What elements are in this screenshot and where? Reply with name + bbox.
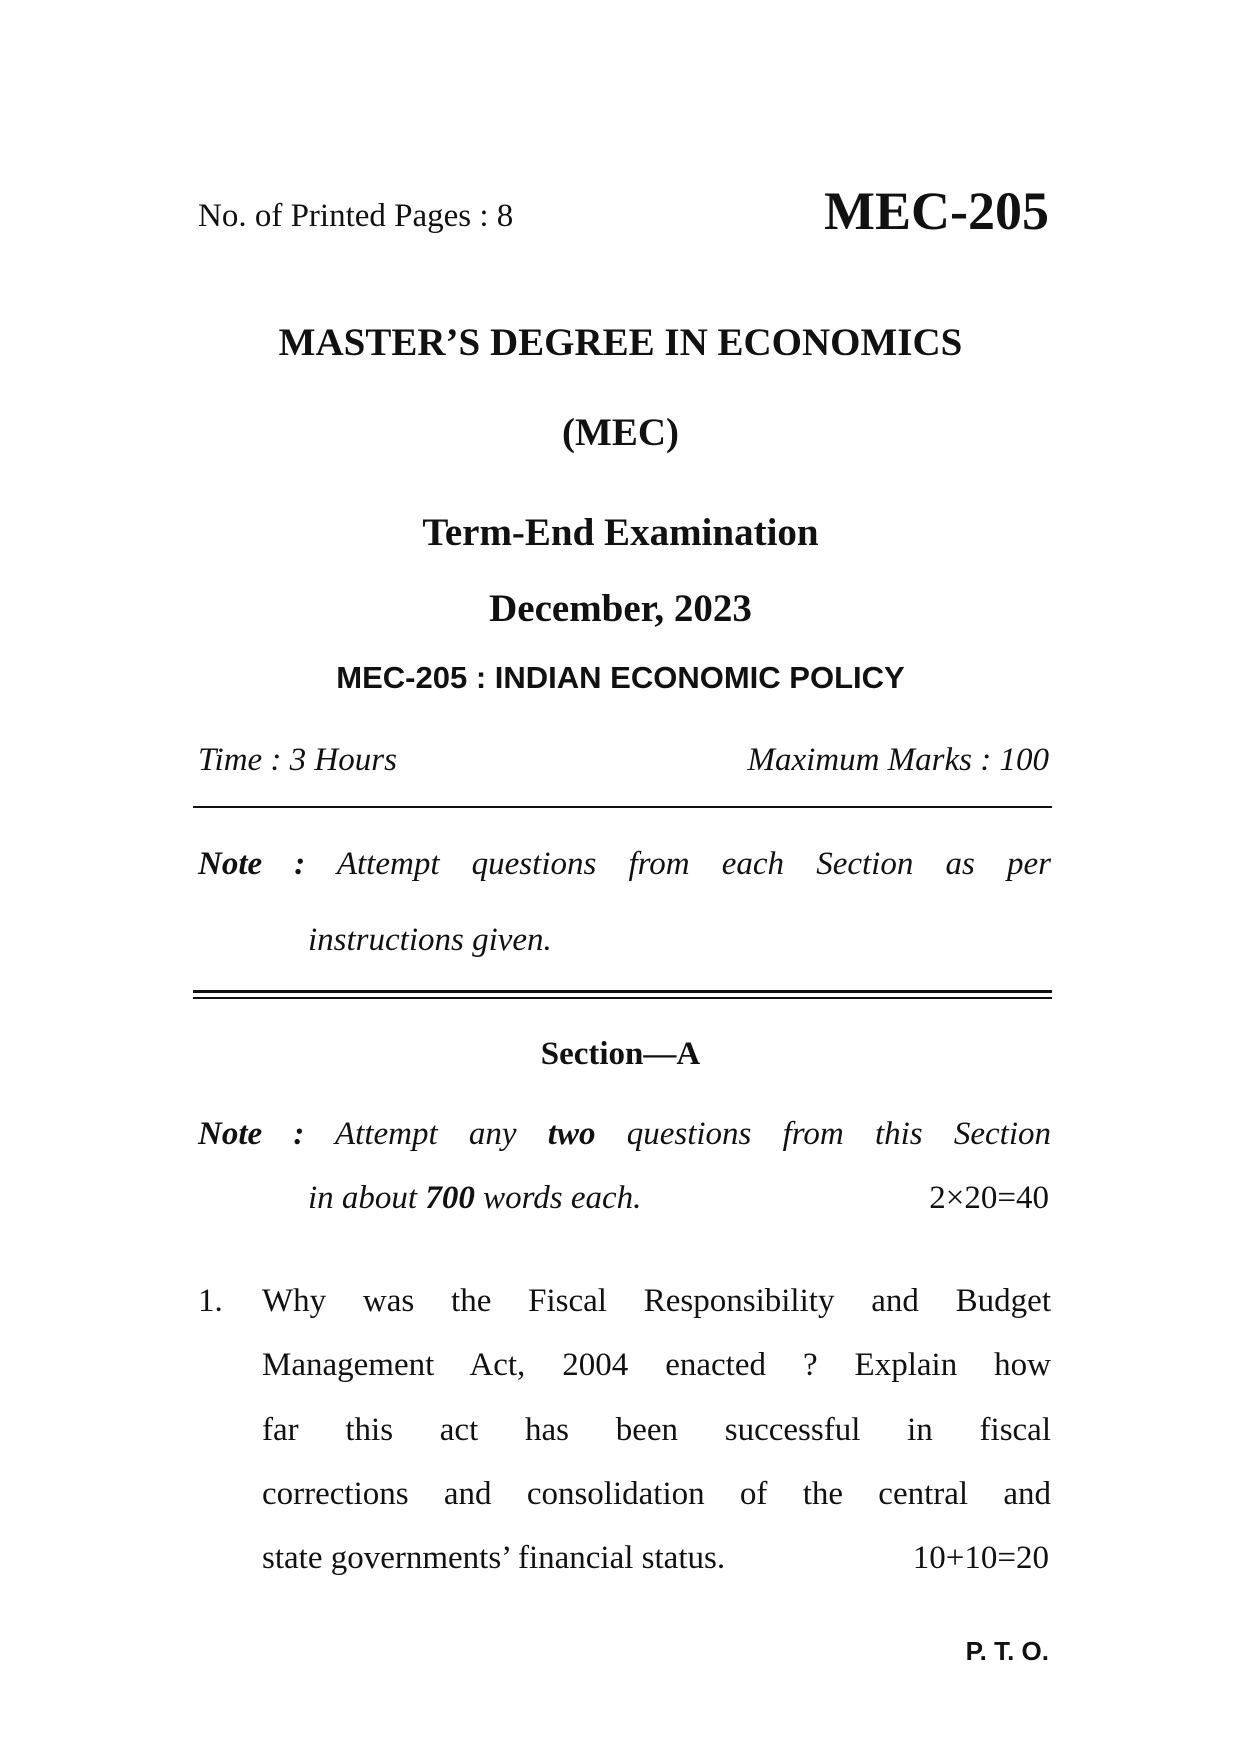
question-marks: 10+10=20	[912, 1540, 1049, 1576]
double-divider-bottom	[193, 997, 1052, 999]
note-text: Attempt questions from each Section as p…	[336, 846, 1051, 882]
course-title: MEC-205 : INDIAN ECONOMIC POLICY	[336, 660, 905, 695]
note-text: in about	[308, 1180, 418, 1216]
maximum-marks: Maximum Marks : 100	[747, 742, 1049, 778]
exam-date: December, 2023	[489, 587, 752, 630]
general-note-cont: instructions given.	[308, 922, 552, 958]
note-emphasis: 700	[425, 1180, 475, 1216]
section-heading: Section—A	[540, 1036, 701, 1072]
note-text: Attempt any	[335, 1116, 517, 1152]
note-label: Note :	[198, 846, 306, 882]
degree-abbr: (MEC)	[562, 411, 679, 454]
double-divider-top	[193, 990, 1052, 993]
question-line: far this act has been successful in fisc…	[262, 1412, 1051, 1448]
please-turn-over: P. T. O.	[965, 1636, 1049, 1666]
course-code: MEC-205	[824, 181, 1049, 241]
printed-pages: No. of Printed Pages : 8	[198, 198, 514, 234]
question-line: Why was the Fiscal Responsibility and Bu…	[262, 1283, 1051, 1319]
note-label: Note :	[198, 1116, 305, 1152]
degree-title: MASTER’S DEGREE IN ECONOMICS	[278, 321, 963, 364]
exam-title: Term-End Examination	[422, 511, 819, 554]
section-note: Note : Attempt any two questions from th…	[198, 1116, 1051, 1153]
section-marks: 2×20=40	[929, 1180, 1049, 1216]
note-text: questions from this Section	[626, 1116, 1051, 1152]
question-line: Management Act, 2004 enacted ? Explain h…	[262, 1347, 1051, 1383]
time-allowed: Time : 3 Hours	[198, 742, 397, 778]
general-note: Note : Attempt questions from each Secti…	[198, 846, 1051, 883]
question-number: 1.	[198, 1283, 223, 1319]
note-emphasis: two	[547, 1116, 596, 1152]
note-text: words each.	[483, 1180, 642, 1216]
divider	[193, 806, 1052, 808]
question-line: state governments’ financial status.	[262, 1540, 726, 1576]
section-note-cont: in about 700 words each.	[308, 1180, 641, 1217]
question-line: corrections and consolidation of the cen…	[262, 1476, 1051, 1512]
